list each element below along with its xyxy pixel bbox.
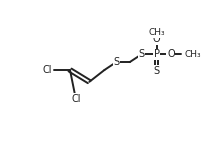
Text: O: O [167,49,175,59]
Text: S: S [138,49,145,59]
Text: CH₃: CH₃ [148,28,165,37]
Text: O: O [153,34,160,44]
Text: S: S [113,57,119,67]
Text: CH₃: CH₃ [184,50,201,59]
Text: P: P [154,49,160,59]
Text: S: S [154,66,160,76]
Text: Cl: Cl [72,94,82,104]
Text: Cl: Cl [43,65,52,75]
